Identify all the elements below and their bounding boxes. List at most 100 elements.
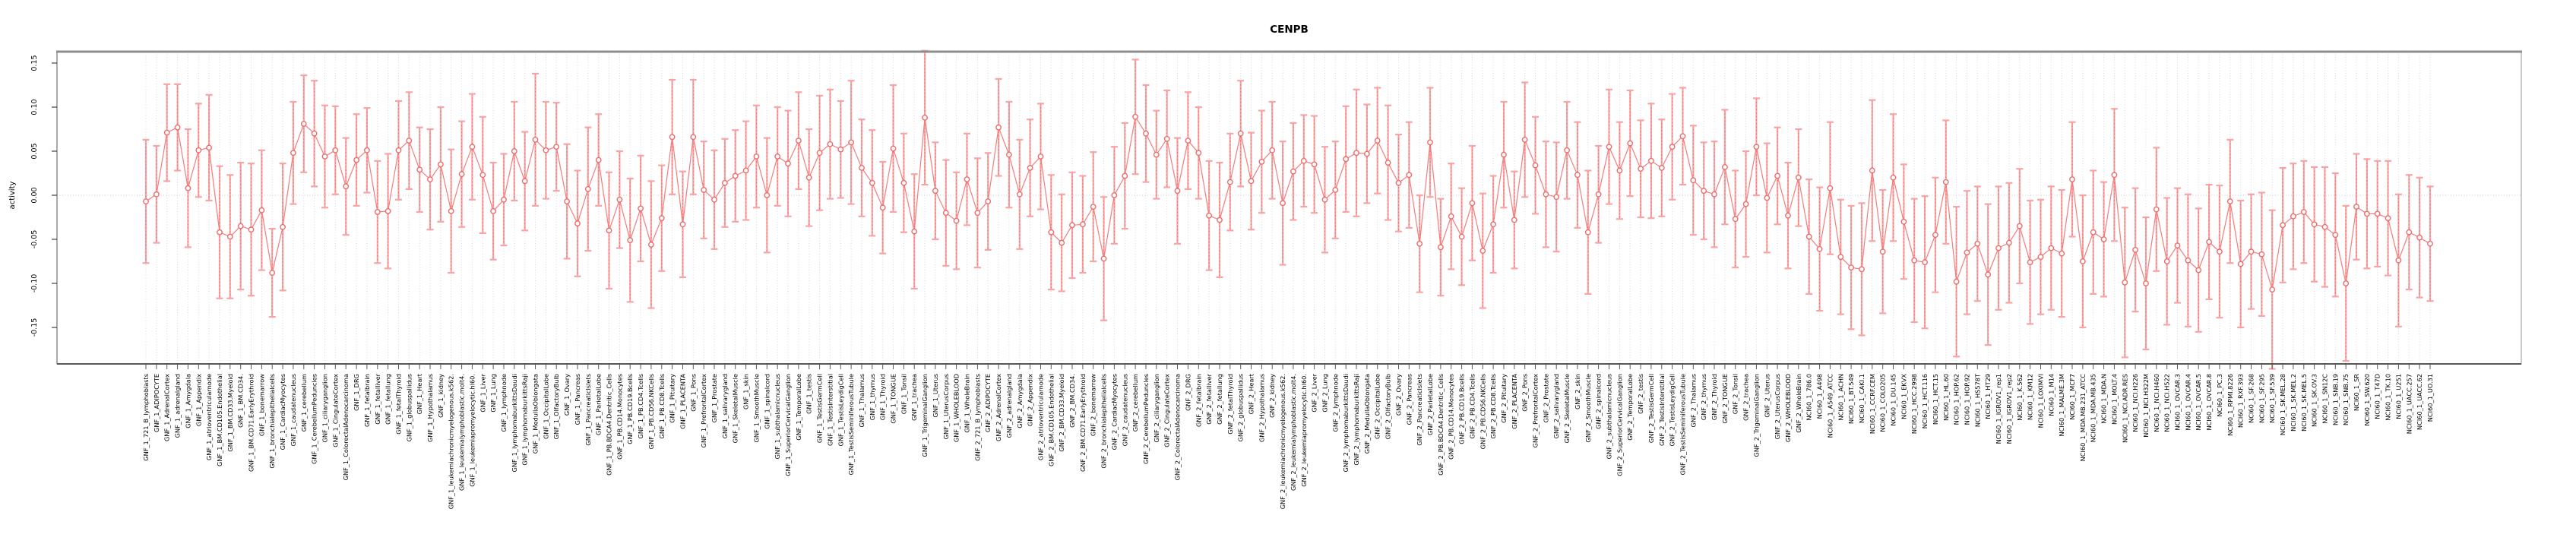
x-axis-labels: GNF_1_721_B_lymphoblasts GNF_1_ADIPOCYTE G… (142, 373, 2434, 509)
data-point (258, 207, 265, 213)
data-point (153, 191, 160, 198)
data-point (1827, 185, 1834, 191)
data-point (2385, 215, 2391, 222)
x-category-label: GNF_1_globuspallidus (405, 374, 413, 441)
x-category-label: NCI60_1_SR (2353, 374, 2360, 411)
x-category-label: NCI60_1_OVCAR.8 (2205, 374, 2213, 431)
x-category-label: GNF_1_PrefrontalCortex (700, 374, 707, 448)
x-category-label: GNF_2_721_B_lymphoblasts (973, 374, 981, 461)
x-category-label: GNF_2_ciliaryganglion (1153, 374, 1160, 442)
x-category-label: GNF_1_SkeletalMuscle (732, 374, 739, 443)
x-category-label: GNF_2_spinalcord (1595, 374, 1603, 429)
data-point (1574, 172, 1581, 179)
x-category-label: GNF_2_PLACENTA (1511, 374, 1518, 429)
x-category-label: GNF_2_MedullaOblongata (1363, 374, 1371, 454)
x-category-label: GNF_2_skin (1574, 374, 1581, 409)
x-category-label: GNF_1_trachea (910, 374, 918, 421)
data-point (553, 144, 560, 150)
data-point (2143, 280, 2149, 286)
x-category-label: GNF_1_Liver (479, 373, 486, 412)
data-point (974, 210, 981, 217)
data-point (1669, 144, 1676, 150)
x-category-label: NCI60_1_M14 (2047, 374, 2055, 416)
y-tick-label: 0.15 (30, 55, 39, 71)
data-point (290, 150, 296, 157)
data-point (816, 150, 823, 157)
x-category-label: NCI60_1_RPMI.8226 (2226, 374, 2234, 436)
data-point (1132, 113, 1139, 120)
x-category-label: GNF_1_CingulateCortex (331, 374, 339, 447)
x-category-label: NCI60_1_BT.549 (1847, 374, 1855, 424)
x-category-label: GNF_1_PB.CD8.Tcells (658, 374, 666, 439)
data-point (911, 228, 918, 235)
x-category-label: NCI60_1_DU.145 (1890, 374, 1897, 426)
category-gridlines (145, 52, 2431, 364)
data-point (1427, 139, 1433, 146)
x-category-label: GNF_2_atrioventricularnode (1037, 374, 1045, 460)
x-category-label: GNF_1_ciliaryganglion (321, 374, 329, 442)
data-point (1258, 158, 1265, 165)
x-category-label: GNF_2_bronchialepithelialcells (1100, 374, 1108, 469)
x-category-label: GNF_1_Uterus (932, 374, 939, 418)
data-point (1638, 166, 1644, 172)
data-point (2237, 261, 2244, 267)
data-point (638, 205, 644, 212)
x-category-label: GNF_2_PB.CD4.Tcells (1468, 374, 1476, 439)
data-point (2069, 176, 2075, 183)
data-point (332, 147, 339, 153)
x-category-label: GNF_2_fetalbrain (1195, 374, 1202, 427)
data-point (1217, 217, 1223, 223)
data-point (2321, 223, 2328, 230)
data-point (1553, 194, 1560, 201)
x-category-label: GNF_1_PB.CD4.Tcells (637, 374, 644, 439)
x-category-label: GNF_2_PrefrontalCortex (1532, 374, 1540, 448)
data-point (796, 138, 802, 144)
x-category-label: GNF_2_Pancreas (1405, 374, 1413, 425)
y-tick-label: -0.15 (30, 318, 39, 337)
data-point (1742, 201, 1749, 207)
data-point (237, 223, 244, 229)
data-point (1153, 151, 1160, 158)
data-point (922, 114, 929, 121)
x-category-label: GNF_2_TrigeminalGanglion (1752, 374, 1760, 457)
data-point (732, 172, 739, 179)
x-category-label: NCI60_1_UO.31 (2426, 374, 2434, 422)
y-axis-ticks (52, 62, 57, 328)
y-tick-label: 0.00 (30, 187, 39, 203)
data-point (2111, 172, 2118, 179)
data-point (1280, 200, 1286, 207)
data-point (2090, 229, 2097, 236)
data-point (1385, 160, 1391, 166)
x-category-label: NCI60_1_T47D (2374, 374, 2381, 419)
x-category-label: GNF_1_Pons (689, 374, 697, 412)
data-point (1922, 259, 1929, 266)
data-point (606, 227, 612, 234)
data-point (1627, 140, 1634, 147)
data-point (1332, 187, 1339, 193)
data-point (1595, 191, 1602, 198)
data-point (2363, 210, 2370, 217)
x-category-label: GNF_1_caudatenucleus (290, 374, 297, 446)
data-point (2016, 223, 2023, 229)
x-category-label: NCI60_1_NCI.H226 (2131, 374, 2139, 432)
data-point (321, 153, 328, 160)
x-category-label: GNF_2_UterusCorpus (1774, 374, 1781, 439)
x-category-label: GNF_1_721_B_lymphoblasts (142, 374, 150, 461)
x-axis-ticks (145, 364, 2431, 369)
data-point (521, 178, 528, 185)
x-category-label: NCI60_1_OVCAR.5 (2195, 374, 2202, 431)
data-point (1837, 254, 1844, 261)
x-category-label: GNF_1_TestisInterstitial (826, 374, 834, 446)
data-point (805, 174, 812, 181)
data-point (2027, 259, 2033, 266)
data-point (143, 198, 149, 204)
data-point (1048, 229, 1055, 236)
data-point (1942, 179, 1949, 185)
data-point (2163, 258, 2170, 264)
x-category-label: GNF_2_PB.CD19.Bcells (1458, 374, 1466, 444)
data-point (406, 138, 413, 144)
data-point (1543, 191, 1549, 198)
x-category-label: GNF_1_ParietalLobe (595, 374, 603, 435)
